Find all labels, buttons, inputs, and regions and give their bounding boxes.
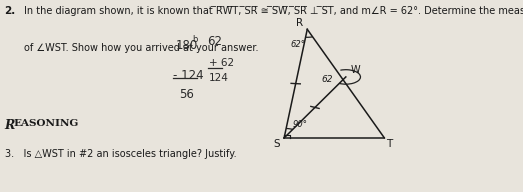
Text: 90°: 90°: [292, 120, 308, 129]
Text: S: S: [274, 139, 280, 149]
Text: 62°: 62°: [290, 40, 305, 49]
Text: of ∠WST. Show how you arrived at your answer.: of ∠WST. Show how you arrived at your an…: [24, 43, 258, 53]
Text: 124: 124: [209, 73, 229, 83]
Text: + 62: + 62: [209, 58, 234, 68]
Text: b: b: [192, 35, 198, 44]
Text: In the diagram shown, it is known that ̅R̅W̅T̅, ̅S̅R̅ ≅ ̅S̅W̅, ̅S̅R̅ ⊥ ̅S̅T̅, an: In the diagram shown, it is known that ̅…: [24, 6, 523, 16]
Text: W: W: [350, 65, 360, 75]
Text: 56: 56: [179, 88, 194, 101]
Text: T: T: [386, 139, 393, 149]
Text: 180: 180: [176, 39, 198, 52]
Text: 62: 62: [207, 35, 222, 48]
Text: 2.: 2.: [5, 6, 16, 16]
Text: EASONING: EASONING: [14, 119, 79, 128]
Text: - 124: - 124: [173, 69, 203, 82]
Text: R: R: [5, 119, 15, 132]
Text: 3.   Is △WST in #2 an isosceles triangle? Justify.: 3. Is △WST in #2 an isosceles triangle? …: [5, 149, 236, 159]
Text: 62: 62: [322, 75, 333, 84]
Text: R: R: [295, 18, 303, 28]
